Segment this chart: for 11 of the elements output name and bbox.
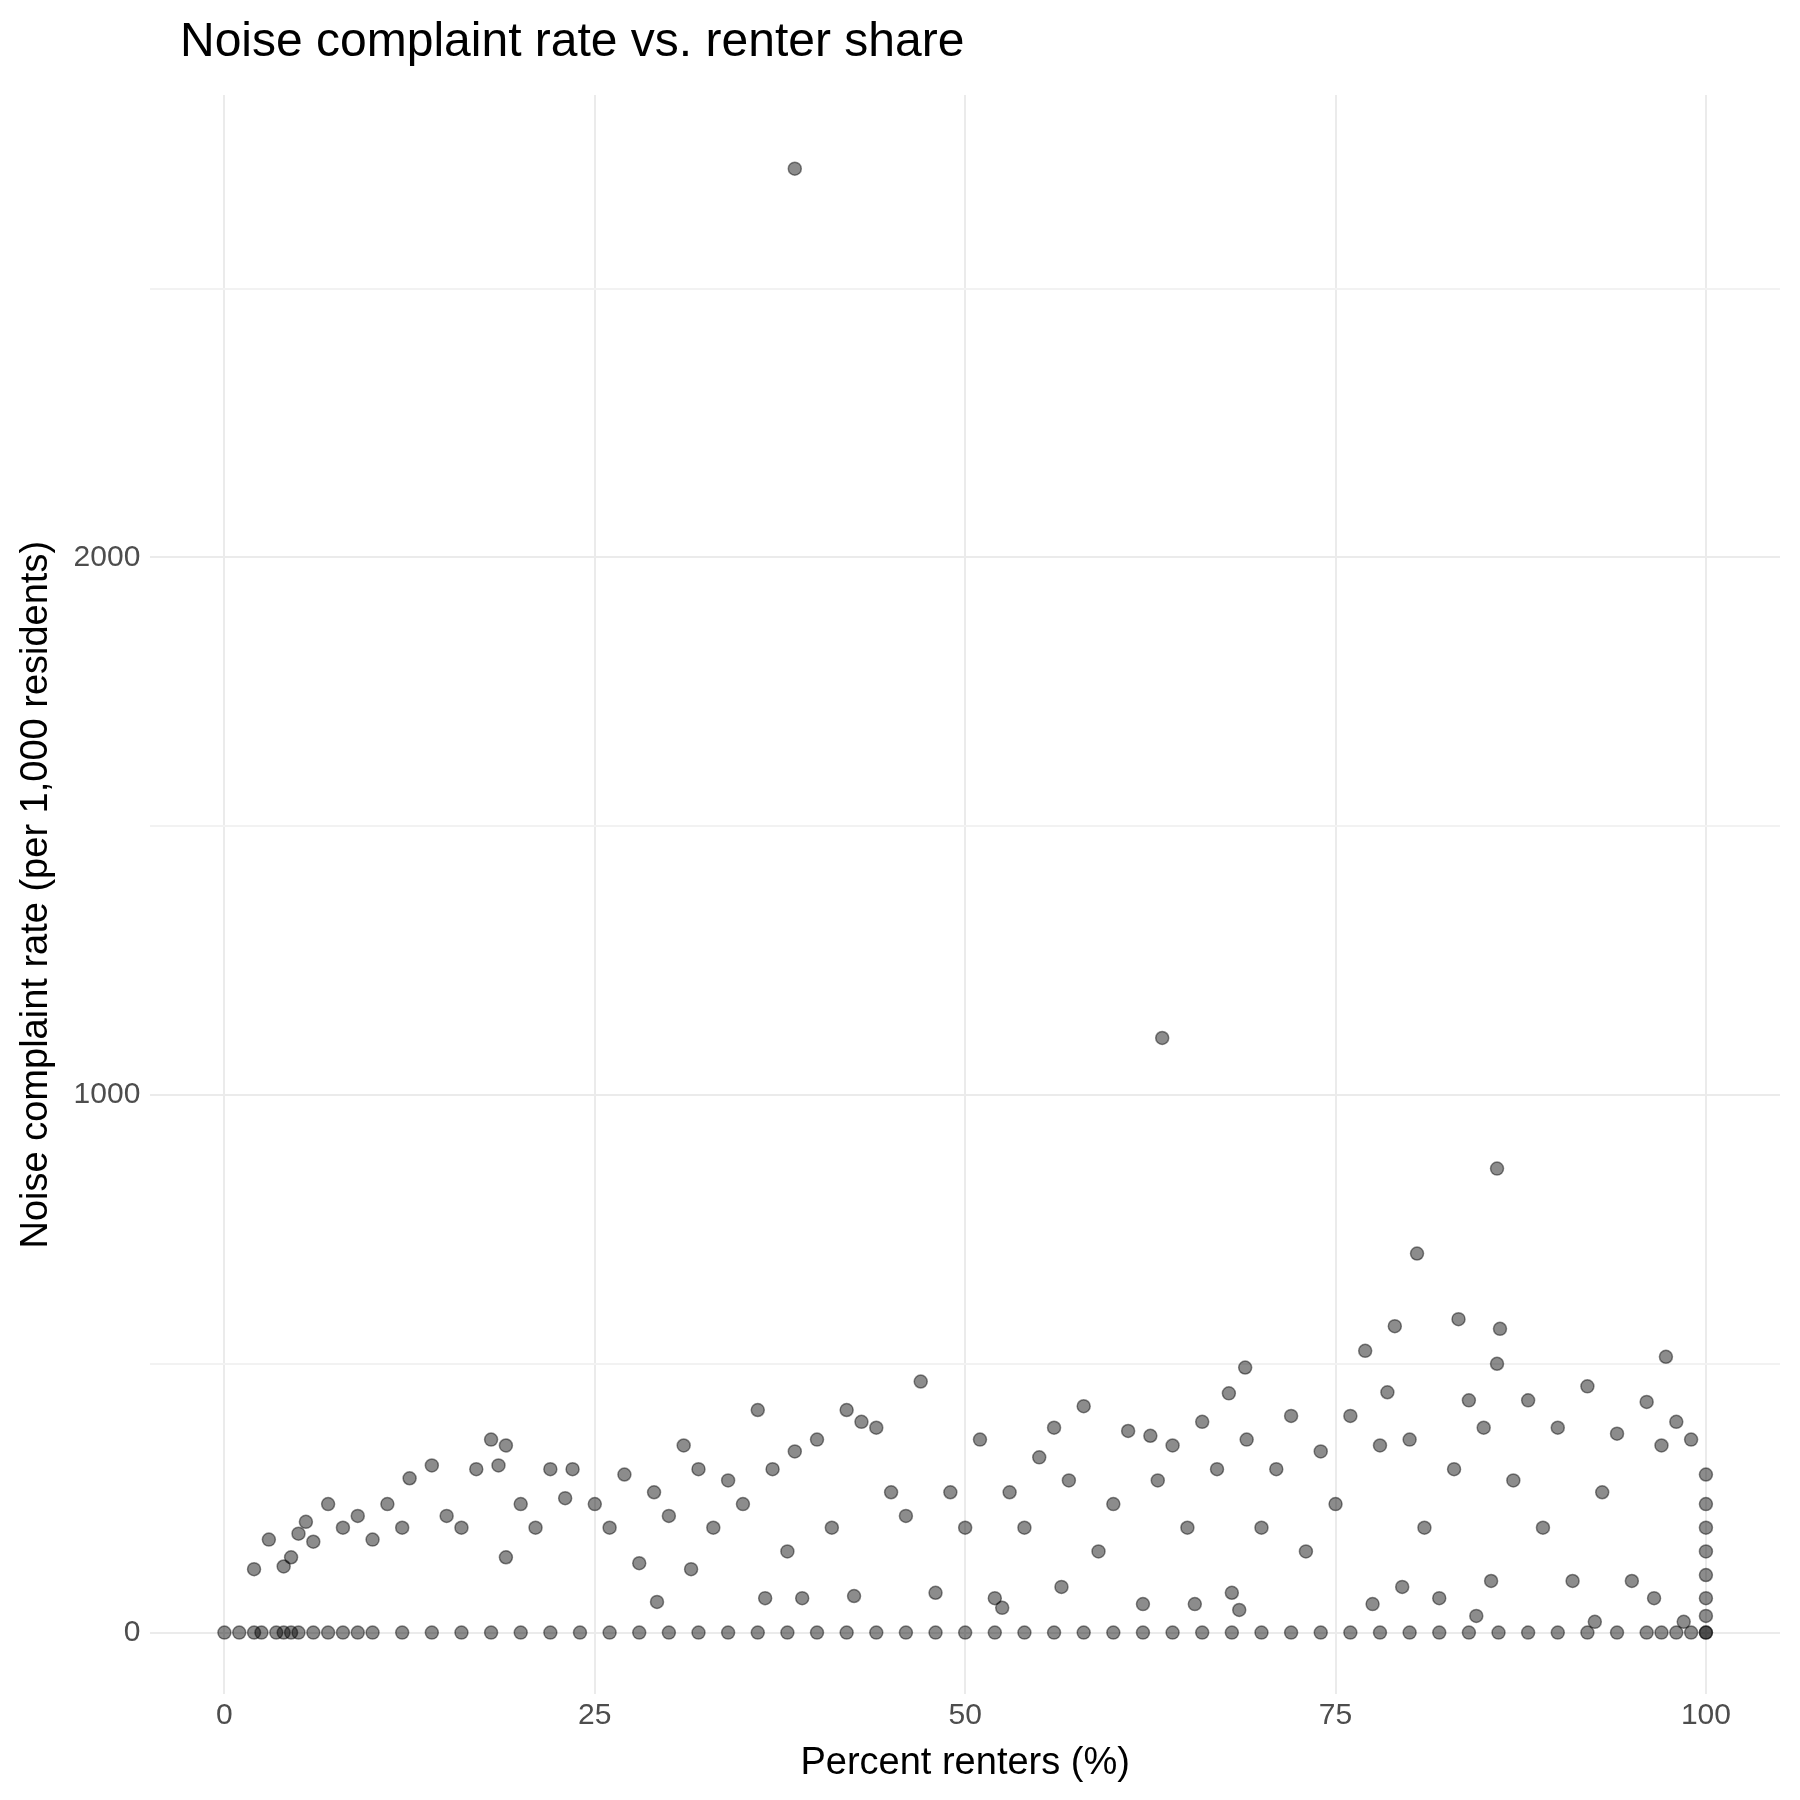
x-tick-label: 50 <box>948 1696 982 1730</box>
y-tick-label: 0 <box>123 1613 141 1647</box>
x-tick-label: 100 <box>1680 1696 1731 1730</box>
x-tick-label: 75 <box>1318 1696 1353 1730</box>
x-tick-label: 0 <box>216 1696 233 1730</box>
chart-title: Noise complaint rate vs. renter share <box>180 12 965 67</box>
x-tick-label: 25 <box>578 1696 612 1730</box>
y-axis-title: Noise complaint rate (per 1,000 residents) <box>13 540 56 1249</box>
x-axis-title: Percent renters (%) <box>800 1739 1130 1782</box>
y-tick-label: 2000 <box>73 538 141 572</box>
y-tick-label: 1000 <box>73 1076 141 1110</box>
